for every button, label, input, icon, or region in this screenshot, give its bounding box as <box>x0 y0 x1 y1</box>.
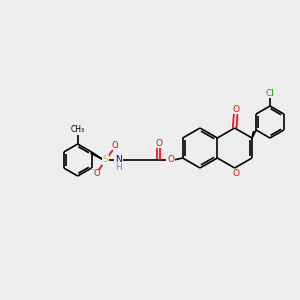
Text: H: H <box>115 163 122 172</box>
Text: ·: · <box>116 145 119 154</box>
Text: O: O <box>155 139 162 148</box>
Text: O: O <box>111 142 118 151</box>
Text: O: O <box>232 169 239 178</box>
Text: Cl: Cl <box>266 88 274 98</box>
Text: N: N <box>115 155 122 164</box>
Text: CH₃: CH₃ <box>70 125 85 134</box>
Text: O: O <box>93 169 100 178</box>
Text: O: O <box>232 104 239 113</box>
Text: O: O <box>167 155 174 164</box>
Text: ·: · <box>92 167 95 176</box>
Text: S: S <box>103 155 109 164</box>
